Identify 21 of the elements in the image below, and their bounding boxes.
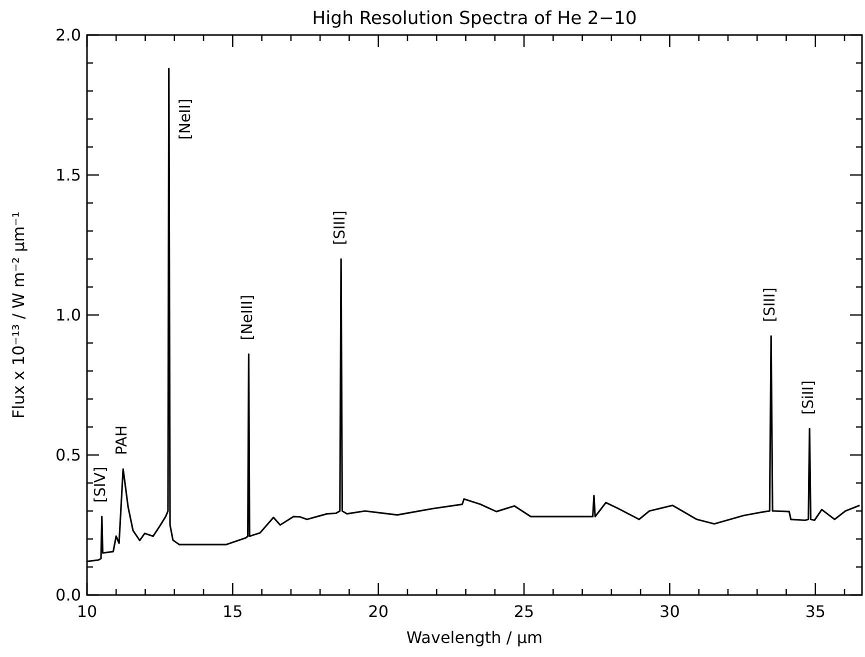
x-tick-label: 20 (368, 602, 389, 621)
x-axis-title: Wavelength / μm (406, 628, 543, 647)
annotation: [SIV] (91, 466, 110, 503)
chart-title: High Resolution Spectra of He 2−10 (312, 8, 637, 29)
annotation: [NeIII] (238, 294, 256, 340)
x-tick-label: 30 (660, 602, 680, 621)
y-tick-label: 2.0 (56, 26, 81, 45)
x-tick-label: 35 (805, 602, 826, 621)
y-tick-label: 0.0 (56, 586, 81, 605)
annotation: [SiII] (798, 380, 817, 415)
y-tick-label: 0.5 (56, 446, 81, 465)
annotation: PAH (112, 425, 130, 455)
y-tick-label: 1.0 (56, 306, 81, 325)
x-tick-label: 10 (76, 602, 98, 621)
x-tick-label: 25 (514, 602, 534, 621)
annotation: [SIII] (760, 288, 778, 322)
annotation: [NeII] (176, 98, 194, 140)
annotation: [SIII] (330, 210, 348, 245)
y-axis-title: Flux x 10⁻¹³ / W m⁻² μm⁻¹ (9, 211, 28, 419)
x-tick-label: 15 (222, 602, 243, 621)
y-tick-label: 1.5 (56, 166, 81, 185)
